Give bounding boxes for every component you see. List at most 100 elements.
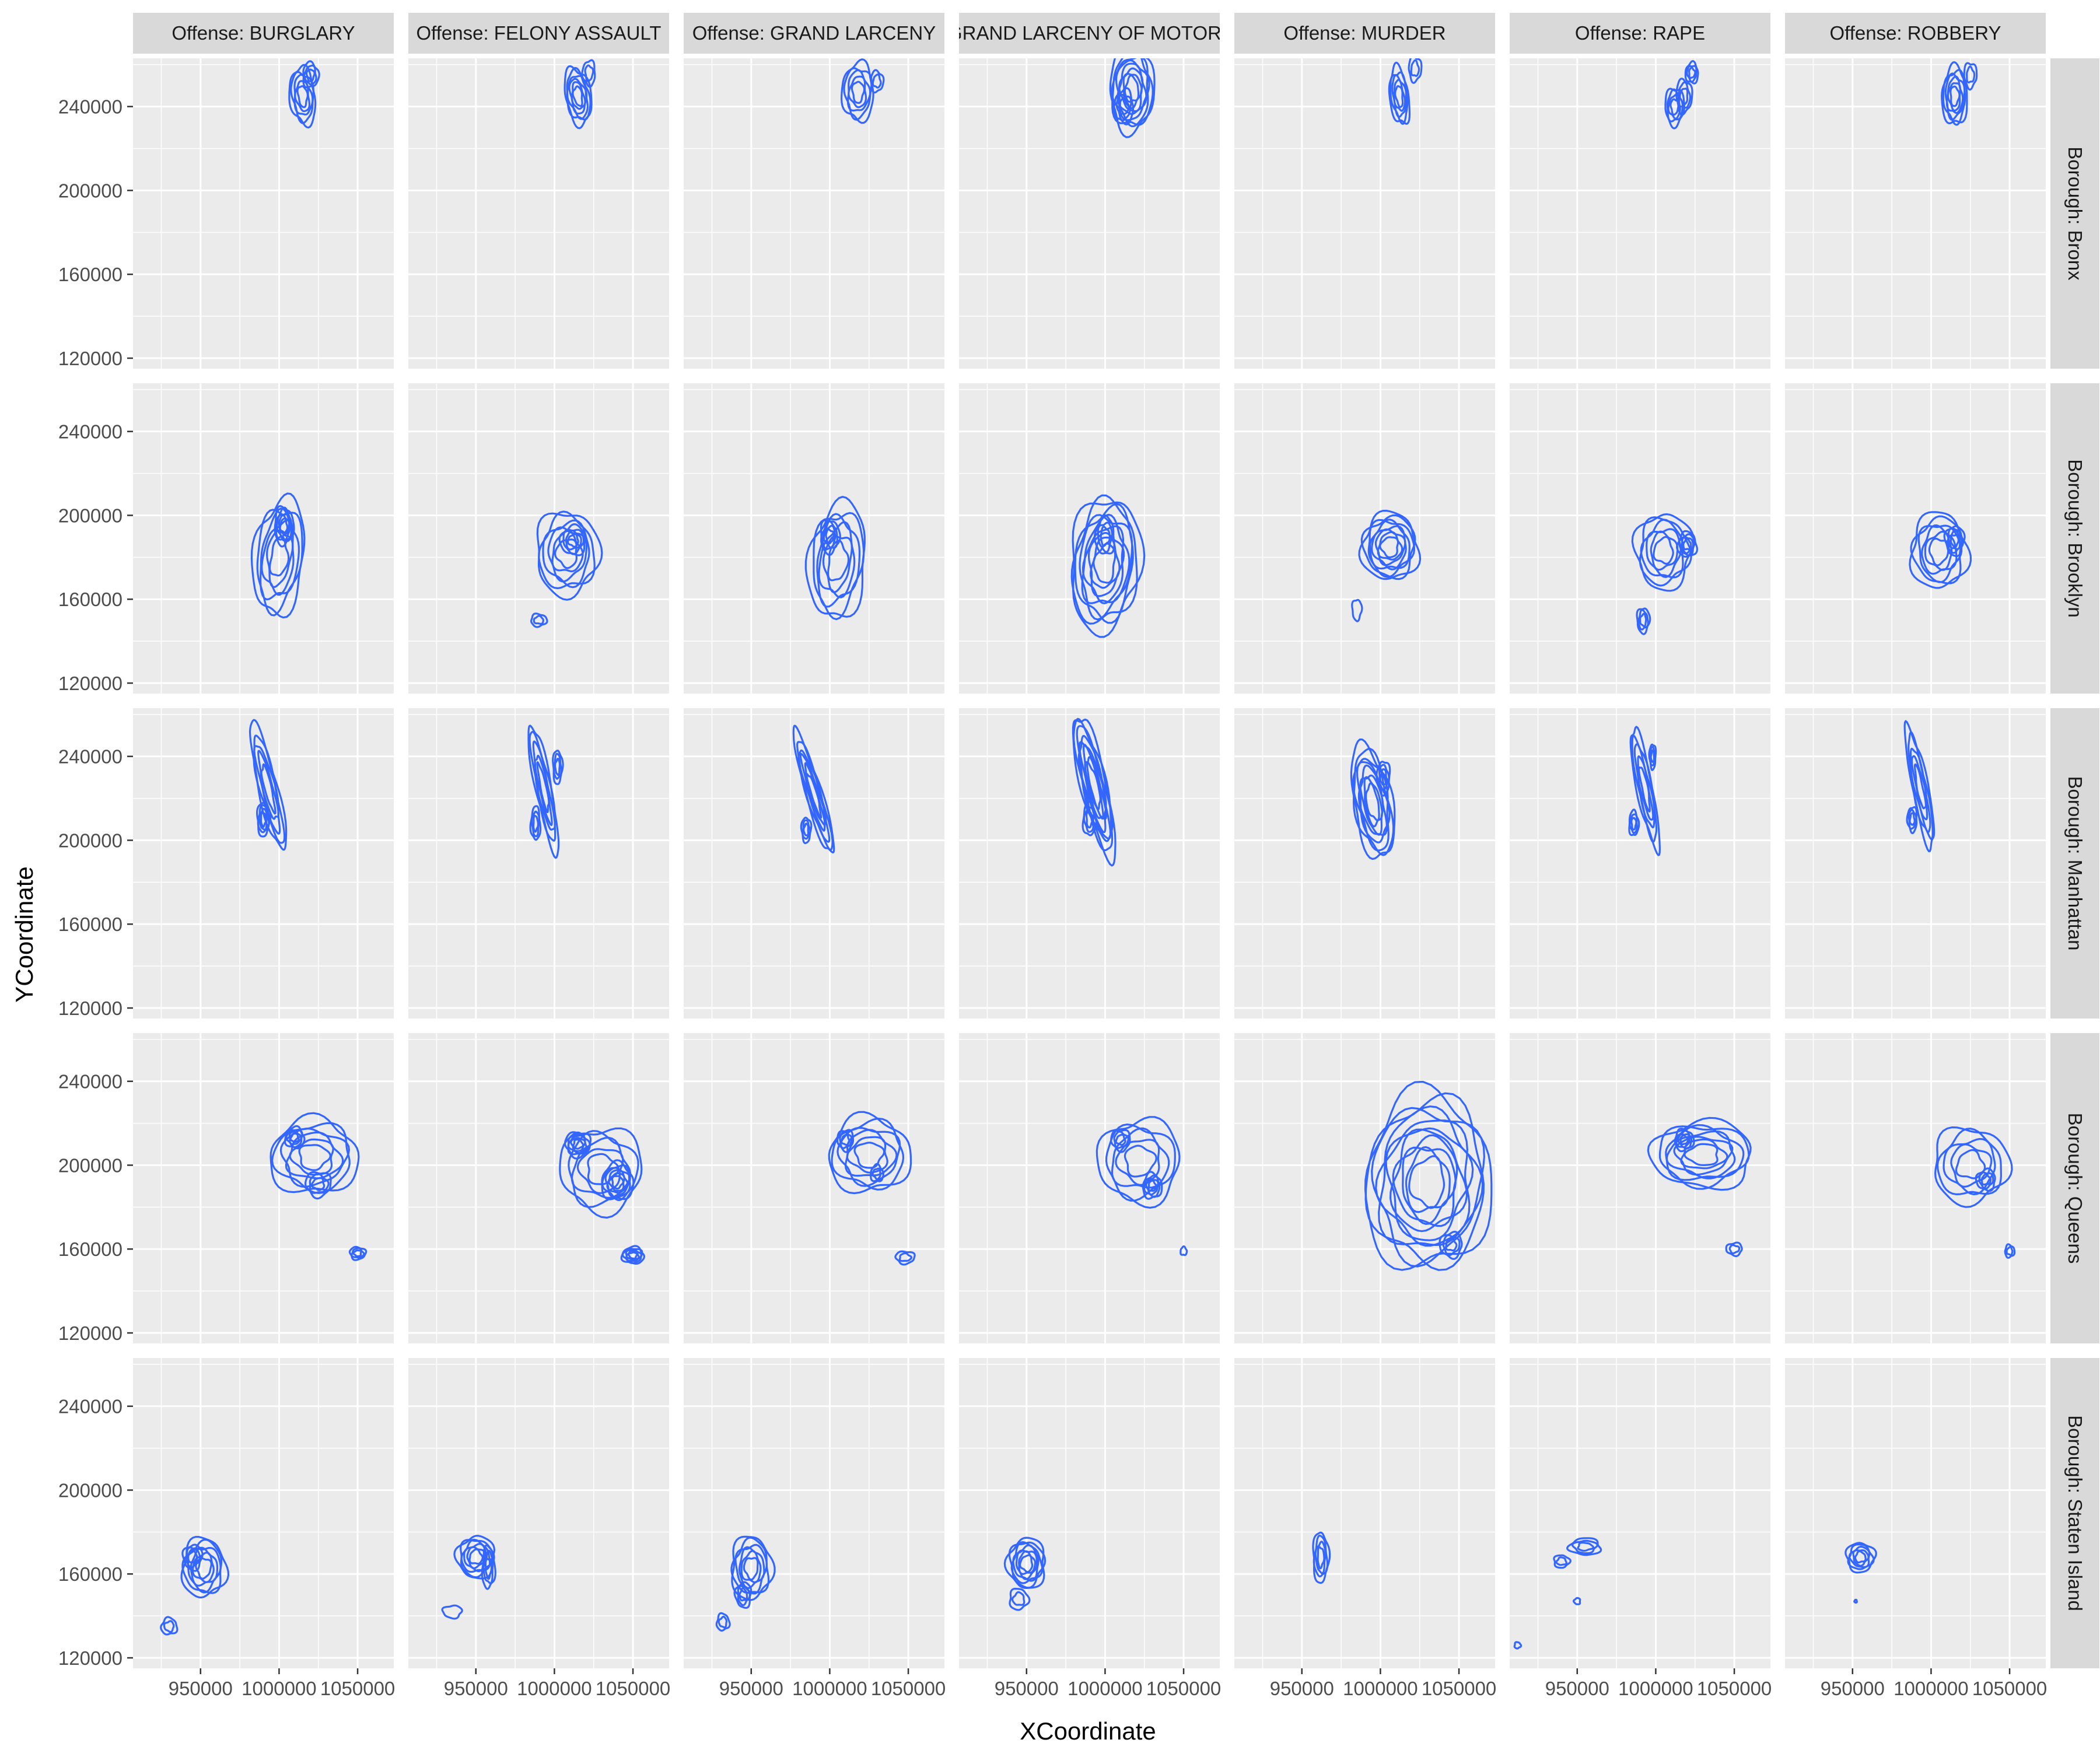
row-label-borough-brooklyn: Borough: Brooklyn: [2064, 459, 2086, 618]
panel-borough-bronx-offense-burglary: [133, 58, 394, 369]
density-contour-line: [1371, 1107, 1485, 1268]
density-contour-line: [843, 67, 873, 121]
density-contour-line: [1096, 1116, 1181, 1209]
density-contour-line: [289, 1132, 300, 1143]
strip-bg-offense-robbery: [1785, 13, 2046, 54]
density-contour-line: [257, 750, 279, 820]
density-contour-line: [572, 1138, 584, 1150]
density-contour-line: [1571, 1539, 1598, 1555]
density-contour-line: [1684, 60, 1699, 85]
density-contour-line: [530, 810, 540, 838]
density-contour-line: [310, 1177, 326, 1191]
density-contour-line: [1402, 1146, 1457, 1225]
density-contour-line: [841, 58, 874, 124]
gridlines: [1785, 1358, 2046, 1668]
density-contour-line: [828, 1111, 912, 1195]
x-tick-label: 1050000: [1422, 1678, 1496, 1699]
density-contour-line: [796, 741, 834, 851]
panel-borough-staten-island-offense-grand-larceny: [684, 1358, 944, 1668]
gridlines: [1234, 708, 1495, 1019]
density-contour-line: [566, 533, 579, 548]
gridlines: [959, 708, 1220, 1019]
y-tick-label: 240000: [58, 746, 123, 768]
x-tick-label: 1000000: [517, 1678, 592, 1699]
density-contour-line: [1629, 813, 1638, 834]
density-contour-line: [1675, 1129, 1693, 1150]
density-contour-line: [733, 1581, 752, 1609]
strip-bg-offense-felony-assault: [408, 13, 669, 54]
y-tick-label: 120000: [58, 1647, 123, 1669]
gridlines: [959, 1033, 1220, 1343]
density-contour-line: [542, 519, 590, 589]
density-contour-line: [1906, 806, 1918, 834]
density-contour-line: [1093, 514, 1115, 555]
panel-background: [408, 1358, 669, 1668]
density-contour-line: [1072, 501, 1146, 638]
density-contour-line: [187, 1549, 198, 1564]
panel-background: [1234, 1358, 1495, 1668]
density-contour-line: [533, 814, 539, 833]
density-contour-line: [1410, 59, 1420, 77]
density-contours: [1934, 1126, 2016, 1259]
density-contour-line: [1553, 1554, 1572, 1569]
density-contour-line: [850, 80, 866, 104]
density-contour-line: [1445, 1237, 1458, 1252]
density-contour-line: [250, 492, 306, 619]
density-contour-line: [276, 512, 291, 542]
density-contour-line: [1083, 806, 1095, 833]
x-tick-label: 1000000: [1618, 1678, 1693, 1699]
gridlines: [1234, 58, 1495, 369]
panel-background: [1785, 708, 2046, 1019]
panel-borough-manhattan-offense-grand-larceny-of-motor-vehicle: [959, 708, 1220, 1019]
x-axis-title: XCoordinate: [1020, 1717, 1156, 1745]
density-contour-line: [533, 615, 544, 625]
x-tick-label: 1000000: [1894, 1678, 1968, 1699]
density-contours: [288, 60, 320, 129]
density-contours: [1388, 58, 1423, 125]
gridlines: [133, 1358, 394, 1668]
density-contour-line: [1909, 511, 1972, 589]
panel-borough-bronx-offense-murder: [1234, 58, 1495, 369]
panel-background: [133, 1358, 394, 1668]
panel-background: [684, 1033, 944, 1343]
density-contour-line: [2006, 1245, 2014, 1256]
panel-borough-queens-offense-grand-larceny-of-motor-vehicle: [959, 1033, 1220, 1343]
gridlines: [1785, 58, 2046, 369]
column-label-offense-burglary: Offense: BURGLARY: [172, 22, 355, 44]
density-contours: [1096, 1116, 1188, 1256]
density-contour-line: [1854, 1550, 1867, 1564]
y-tick-label: 200000: [58, 830, 123, 851]
density-contour-line: [160, 1616, 178, 1636]
density-contour-line: [1648, 743, 1657, 771]
density-contour-line: [611, 1175, 624, 1190]
panel-borough-staten-island-offense-rape: [1510, 1358, 1770, 1668]
panel-borough-brooklyn-offense-robbery: [1785, 383, 2046, 694]
density-contour-line: [1072, 718, 1116, 867]
panel-background: [133, 1033, 394, 1343]
density-contour-line: [1950, 85, 1961, 107]
density-contours: [1903, 720, 1936, 852]
density-contour-line: [1011, 1591, 1026, 1606]
density-contour-line: [1630, 817, 1637, 831]
gridlines: [959, 1358, 1220, 1668]
y-tick-label: 160000: [58, 1238, 123, 1260]
y-tick-label: 240000: [58, 96, 123, 118]
x-tick-label: 1000000: [792, 1678, 867, 1699]
y-tick-label: 160000: [58, 1563, 123, 1585]
density-contour-line: [1677, 1133, 1690, 1149]
density-contour-line: [1665, 1130, 1736, 1180]
density-contour-line: [718, 1615, 727, 1629]
density-contour-line: [1941, 61, 1968, 124]
density-contour-line: [1947, 529, 1961, 550]
panel-background: [684, 58, 944, 369]
density-contour-line: [249, 719, 288, 851]
density-contour-line: [271, 1122, 351, 1194]
density-contour-line: [1408, 1155, 1446, 1209]
density-contour-line: [1379, 768, 1388, 786]
panel-background: [1234, 58, 1495, 369]
density-contour-line: [253, 734, 286, 844]
density-contour-line: [1955, 1149, 1986, 1180]
density-contour-line: [529, 805, 542, 841]
panels-layer: [133, 58, 2046, 1668]
gridlines: [408, 708, 669, 1019]
